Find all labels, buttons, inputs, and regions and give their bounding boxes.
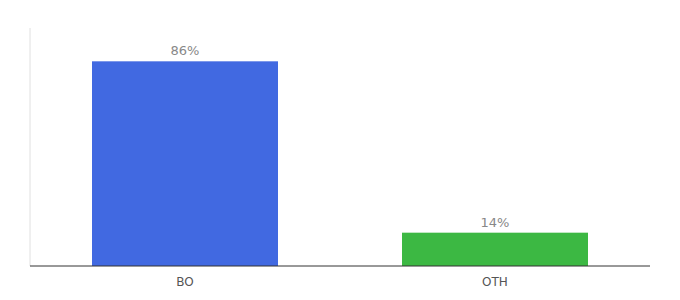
- x-axis-line: [30, 266, 650, 267]
- chart-svg: 86% 14% BO OTH: [0, 0, 680, 300]
- y-range-line: [30, 28, 31, 266]
- x-axis: BO OTH: [30, 266, 650, 289]
- bar: [92, 61, 278, 266]
- data-label: 14%: [481, 215, 510, 230]
- x-tick-label: BO: [176, 275, 193, 289]
- data-label: 86%: [171, 43, 200, 58]
- page: {"chart_data": {"type": "bar", "categori…: [0, 0, 680, 300]
- x-tick-label: OTH: [482, 275, 508, 289]
- bars: [92, 61, 588, 266]
- chart-container: 86% 14% BO OTH: [0, 0, 680, 300]
- bar: [402, 233, 588, 266]
- data-labels: 86% 14%: [171, 43, 510, 229]
